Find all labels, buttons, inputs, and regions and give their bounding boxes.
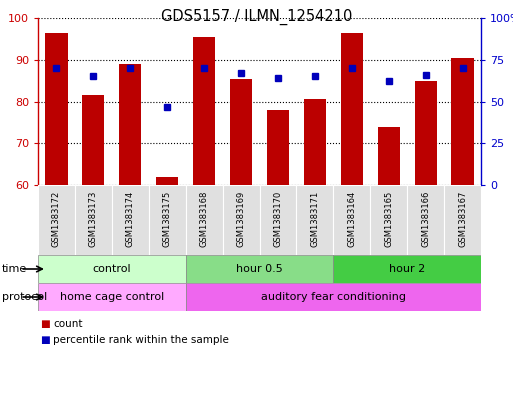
Bar — [186, 185, 223, 255]
Bar — [451, 58, 473, 185]
Bar — [82, 95, 105, 185]
Bar — [38, 185, 75, 255]
Text: GSM1383175: GSM1383175 — [163, 191, 172, 247]
Bar — [230, 79, 252, 185]
Text: GSM1383171: GSM1383171 — [310, 191, 320, 247]
Bar — [75, 185, 112, 255]
Bar — [38, 283, 186, 311]
Bar — [415, 81, 437, 185]
Text: GSM1383174: GSM1383174 — [126, 191, 135, 247]
Bar — [186, 255, 333, 283]
Text: ■: ■ — [40, 319, 50, 329]
Bar — [304, 99, 326, 185]
Bar — [119, 64, 142, 185]
Bar — [223, 185, 260, 255]
Bar — [378, 127, 400, 185]
Text: GSM1383167: GSM1383167 — [458, 191, 467, 247]
Bar — [260, 185, 297, 255]
Text: time: time — [2, 264, 27, 274]
Text: percentile rank within the sample: percentile rank within the sample — [53, 335, 229, 345]
Bar — [112, 185, 149, 255]
Bar — [333, 185, 370, 255]
Bar — [341, 33, 363, 185]
Text: GDS5157 / ILMN_1254210: GDS5157 / ILMN_1254210 — [161, 9, 352, 25]
Bar — [444, 185, 481, 255]
Bar — [407, 185, 444, 255]
Text: GSM1383164: GSM1383164 — [347, 191, 357, 247]
Bar — [267, 110, 289, 185]
Text: protocol: protocol — [2, 292, 47, 302]
Bar — [156, 176, 179, 185]
Bar — [45, 33, 68, 185]
Bar — [38, 255, 186, 283]
Bar — [186, 283, 481, 311]
Text: home cage control: home cage control — [60, 292, 164, 302]
Text: auditory fear conditioning: auditory fear conditioning — [261, 292, 406, 302]
Text: ■: ■ — [40, 335, 50, 345]
Text: GSM1383170: GSM1383170 — [273, 191, 283, 247]
Bar — [193, 37, 215, 185]
Text: GSM1383168: GSM1383168 — [200, 191, 209, 247]
Text: hour 2: hour 2 — [389, 264, 425, 274]
Text: hour 0.5: hour 0.5 — [236, 264, 283, 274]
Text: GSM1383165: GSM1383165 — [384, 191, 393, 247]
Text: GSM1383172: GSM1383172 — [52, 191, 61, 247]
Text: GSM1383169: GSM1383169 — [236, 191, 246, 247]
Text: count: count — [53, 319, 83, 329]
Text: GSM1383166: GSM1383166 — [421, 191, 430, 247]
Bar — [370, 185, 407, 255]
Text: control: control — [92, 264, 131, 274]
Text: GSM1383173: GSM1383173 — [89, 191, 98, 247]
Bar — [149, 185, 186, 255]
Bar — [333, 255, 481, 283]
Bar — [297, 185, 333, 255]
